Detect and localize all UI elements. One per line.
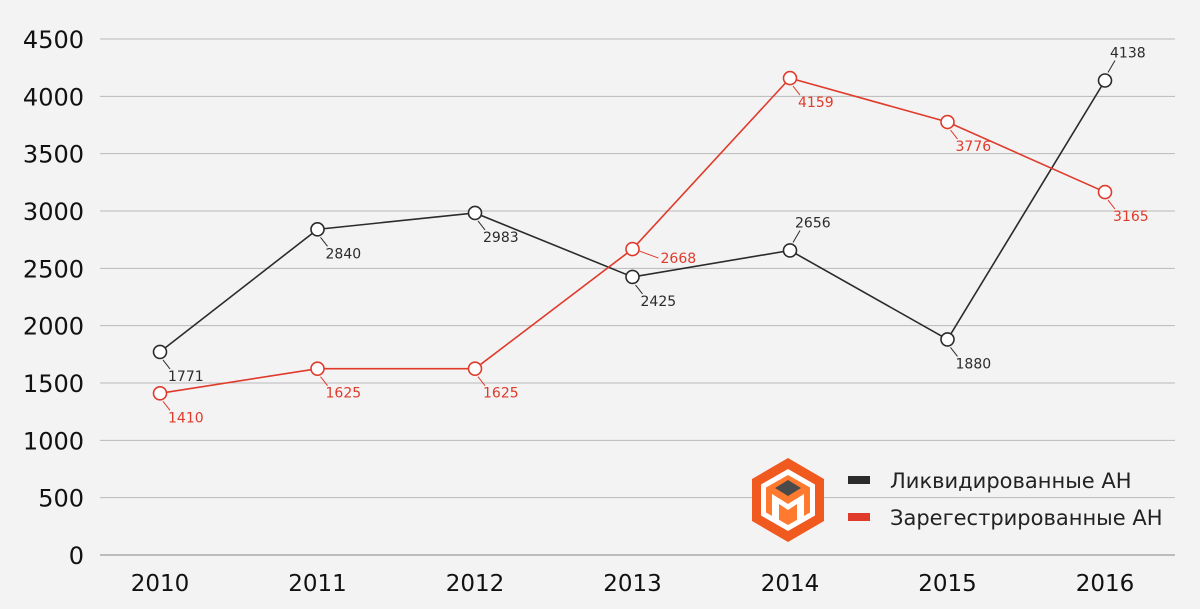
hexagon-m-logo-icon [752, 458, 824, 542]
legend: Ликвидированные АН Зарегестрированные АН [848, 469, 1163, 530]
data-point [1097, 184, 1113, 200]
label-leader [639, 250, 659, 259]
data-point [467, 205, 483, 221]
x-tick-label: 2010 [131, 571, 190, 597]
legend-item-registered: Зарегестрированные АН [848, 506, 1163, 530]
data-point [940, 114, 955, 130]
data-point [1097, 73, 1113, 88]
y-tick-label: 2000 [23, 313, 84, 341]
data-label: 2668 [661, 251, 697, 267]
y-tick-label: 2500 [23, 255, 84, 283]
series-path [159, 77, 1106, 395]
data-label: 2840 [326, 246, 362, 262]
data-point [625, 269, 640, 285]
data-point [782, 70, 798, 86]
y-tick-label: 1500 [23, 370, 84, 398]
label-leader [1107, 199, 1116, 210]
series-layer [152, 70, 1113, 401]
label-leader [477, 376, 486, 386]
label-leader [792, 230, 801, 243]
y-tick-label: 4500 [23, 26, 84, 54]
data-point [467, 361, 483, 376]
data-label: 2656 [795, 215, 831, 231]
data-label: 4159 [798, 95, 834, 111]
series-line-1 [152, 70, 1113, 401]
y-tick-label: 4000 [23, 83, 84, 111]
x-tick-label: 2015 [918, 571, 977, 597]
data-label: 1625 [326, 386, 362, 402]
label-leader [1107, 60, 1116, 73]
y-tick-label: 500 [38, 485, 84, 513]
data-label: 1771 [168, 369, 204, 385]
data-point [625, 241, 640, 257]
data-label: 2983 [483, 230, 519, 246]
data-label: 4138 [1110, 46, 1146, 62]
data-label: 3165 [1113, 209, 1149, 225]
x-tick-label: 2011 [288, 571, 347, 597]
label-leader [950, 347, 958, 357]
data-label: 1410 [168, 410, 204, 426]
label-leader [162, 401, 171, 411]
data-point [940, 332, 955, 347]
y-tick-label: 1000 [23, 427, 84, 455]
y-tick-label: 3500 [23, 141, 84, 169]
x-tick-label: 2014 [761, 571, 820, 597]
data-point [152, 386, 168, 401]
data-label: 1625 [483, 386, 519, 402]
x-tick-label: 2013 [603, 571, 662, 597]
legend-label-liquidated: Ликвидированные АН [890, 469, 1132, 493]
label-leader [477, 220, 486, 231]
x-axis-ticks: 2010 2011 2012 2013 2014 2015 2016 [131, 571, 1135, 597]
legend-item-liquidated: Ликвидированные АН [848, 469, 1132, 493]
data-point [310, 361, 325, 376]
data-label: 1880 [956, 356, 992, 372]
label-leader [320, 237, 328, 247]
x-tick-label: 2016 [1076, 571, 1135, 597]
data-label: 2425 [641, 294, 677, 310]
data-point [152, 344, 168, 360]
label-leader [635, 284, 643, 295]
legend-swatch-registered [848, 513, 870, 521]
data-point [310, 222, 325, 237]
label-leader [162, 359, 171, 370]
data-labels: 1771 2840 2983 2425 2656 1880 4138 1410 1625 1625… [162, 46, 1149, 426]
legend-swatch-liquidated [848, 476, 870, 484]
y-axis-ticks: 0 500 1000 1500 2000 2500 3000 3500 4000 4500 [23, 26, 84, 570]
y-tick-label: 3000 [23, 198, 84, 226]
x-tick-label: 2012 [446, 571, 505, 597]
label-leader [950, 129, 958, 140]
y-tick-label: 0 [69, 542, 84, 570]
series-path [159, 80, 1106, 353]
label-leader [320, 376, 328, 386]
grid [100, 38, 1175, 556]
legend-label-registered: Зарегестрированные АН [890, 506, 1163, 530]
series-line-0 [152, 73, 1113, 360]
data-label: 3776 [956, 139, 992, 155]
data-point [782, 243, 798, 258]
label-leader [792, 85, 801, 96]
